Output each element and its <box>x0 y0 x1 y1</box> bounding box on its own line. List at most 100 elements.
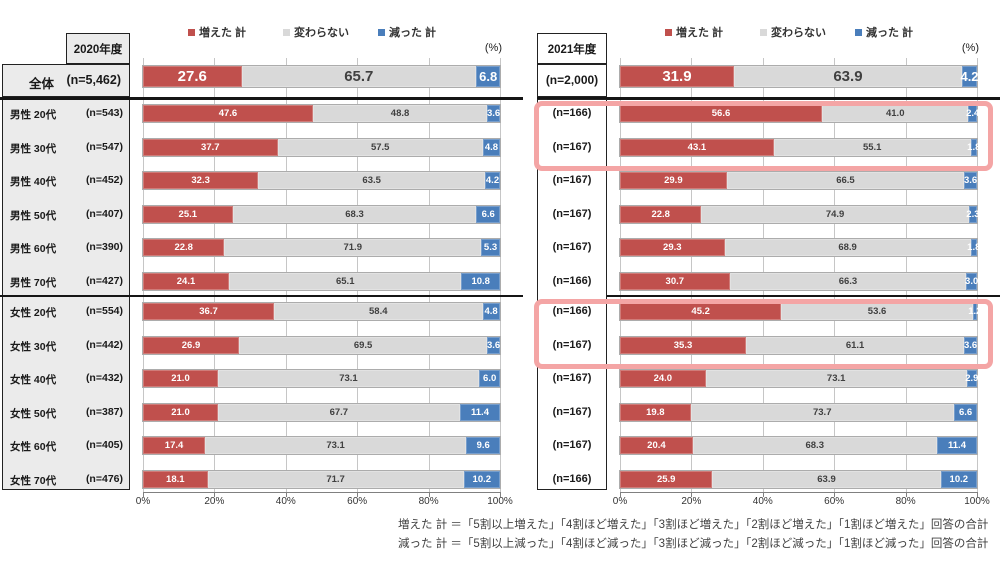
bar-segment-unchanged <box>822 105 969 122</box>
value-label-increased: 21.0 <box>171 373 190 384</box>
bar-segment-increased <box>143 336 240 354</box>
row-category-label: 男性 20代 <box>10 109 57 121</box>
value-label-decreased: 2.9 <box>965 373 979 384</box>
value-label-increased: 19.8 <box>646 406 665 418</box>
value-label-decreased: 4.8 <box>484 306 498 317</box>
value-label-decreased: 5.3 <box>483 242 498 253</box>
value-label-increased: 32.3 <box>191 175 210 186</box>
bar-segment-decreased <box>972 303 977 320</box>
bar-segment-unchanged <box>241 66 477 87</box>
percent-unit-label: (%) <box>961 42 979 54</box>
value-label-decreased: 1.8 <box>967 141 981 153</box>
stacked-bar-row: 43.1 55.1 1.8 <box>619 137 981 157</box>
value-label-increased: 24.1 <box>176 275 196 287</box>
legend-item-unchanged: 変わらない <box>283 25 349 39</box>
row-label: (n=167) <box>537 437 607 454</box>
axis-tick-label: 0% <box>612 496 628 507</box>
bar-segment-unchanged <box>312 105 488 122</box>
value-label-decreased: 11.4 <box>948 440 966 451</box>
section-separator-line <box>0 97 523 100</box>
value-label-increased: 36.7 <box>199 306 218 317</box>
bar-segment-increased <box>143 470 208 488</box>
row-label: (n=167) <box>537 404 607 421</box>
bar-segment-decreased <box>476 205 500 223</box>
value-label-increased: 25.1 <box>178 208 198 220</box>
legend-label-decreased: 減った 計 <box>866 27 914 39</box>
row-label: (n=166) <box>537 303 607 320</box>
value-label-increased: 47.6 <box>218 108 238 119</box>
bar-segment-decreased <box>481 239 500 256</box>
value-label-unchanged: 66.3 <box>838 275 858 287</box>
value-label-unchanged: 55.1 <box>862 141 882 153</box>
value-label-increased: 22.8 <box>651 208 670 220</box>
stacked-bar-row: 30.7 66.3 3.0 <box>619 271 978 291</box>
bar-segment-unchanged <box>701 205 969 223</box>
value-label-decreased: 6.6 <box>481 208 495 220</box>
bar-segment-unchanged <box>239 336 488 354</box>
row-n-label: (n=166) <box>552 107 592 119</box>
stacked-bar-row: 25.1 68.3 6.6 <box>142 204 501 224</box>
value-label-decreased: 10.8 <box>471 275 490 287</box>
stacked-bar-row: 17.4 73.1 9.6 <box>142 436 501 455</box>
bar-segment-decreased <box>478 370 501 387</box>
value-label-unchanged: 73.1 <box>826 373 846 384</box>
row-label: 女性 30代 (n=442) <box>2 337 130 354</box>
bar-segment-increased <box>143 172 259 189</box>
bar-segment-increased <box>620 272 730 290</box>
row-n-label: (n=167) <box>552 338 592 351</box>
value-label-unchanged: 68.9 <box>838 242 857 253</box>
row-n-label: (n=432) <box>85 372 123 384</box>
row-category-label: 女性 50代 <box>10 407 57 420</box>
row-label: 男性 20代 (n=543) <box>2 105 130 122</box>
bar-segment-decreased <box>953 403 978 421</box>
bar-segment-unchanged <box>746 336 965 354</box>
value-label-increased: 27.6 <box>177 68 207 85</box>
axis-tick <box>762 492 764 497</box>
legend-item-unchanged: 変わらない <box>760 25 826 39</box>
row-n-label: (n=387) <box>85 405 123 418</box>
row-label: 男性 40代 (n=452) <box>2 172 130 189</box>
legend-label-unchanged: 変わらない <box>294 27 349 39</box>
bar-segment-increased <box>143 272 230 290</box>
legend-label-unchanged: 変わらない <box>771 27 826 39</box>
bar-segment-decreased <box>463 470 500 488</box>
bar-segment-increased <box>143 239 225 256</box>
value-label-increased: 31.9 <box>662 68 692 85</box>
axis-tick-label: 60% <box>824 496 845 507</box>
legend-swatch-decreased-icon <box>855 28 862 36</box>
row-category-label: 男性 50代 <box>10 209 57 222</box>
row-label: (n=166) <box>537 105 607 122</box>
bar-segment-unchanged <box>207 470 464 488</box>
total-category-label: 全体 <box>29 77 55 91</box>
legend-swatch-unchanged-icon <box>283 28 290 36</box>
axis-tick <box>500 492 501 497</box>
value-label-decreased: 3.6 <box>486 339 501 351</box>
stacked-bar-row: 29.3 68.9 1.8 <box>619 238 980 257</box>
bar-segment-decreased <box>964 336 977 354</box>
bar-segment-unchanged <box>692 437 937 454</box>
bar-segment-increased <box>620 336 747 354</box>
stacked-bar-row: 21.0 73.1 6.0 <box>142 369 501 388</box>
value-label-unchanged: 71.9 <box>343 242 362 253</box>
bar-segment-increased <box>620 138 774 156</box>
row-n-label: (n=166) <box>552 305 592 317</box>
row-n-label: (n=476) <box>85 472 123 485</box>
bar-segment-unchanged <box>217 370 479 387</box>
value-label-increased: 25.9 <box>656 473 676 485</box>
legend-swatch-increased-icon <box>665 28 672 36</box>
plot-gridline <box>977 58 978 492</box>
row-label: (n=166) <box>537 471 607 488</box>
row-label: (n=167) <box>537 139 607 156</box>
legend-label-increased: 増えた 計 <box>199 27 247 39</box>
value-label-increased: 24.0 <box>653 373 673 384</box>
row-n-label: (n=554) <box>85 305 123 317</box>
axis-tick-label: 40% <box>275 496 296 507</box>
bar-segment-increased <box>143 370 218 387</box>
value-label-unchanged: 74.9 <box>825 208 845 220</box>
axis-tick-label: 20% <box>204 496 225 507</box>
value-label-decreased: 6.0 <box>483 373 497 384</box>
bar-segment-decreased <box>461 272 500 290</box>
value-label-decreased: 4.2 <box>485 175 500 186</box>
row-n-label: (n=167) <box>552 241 592 253</box>
